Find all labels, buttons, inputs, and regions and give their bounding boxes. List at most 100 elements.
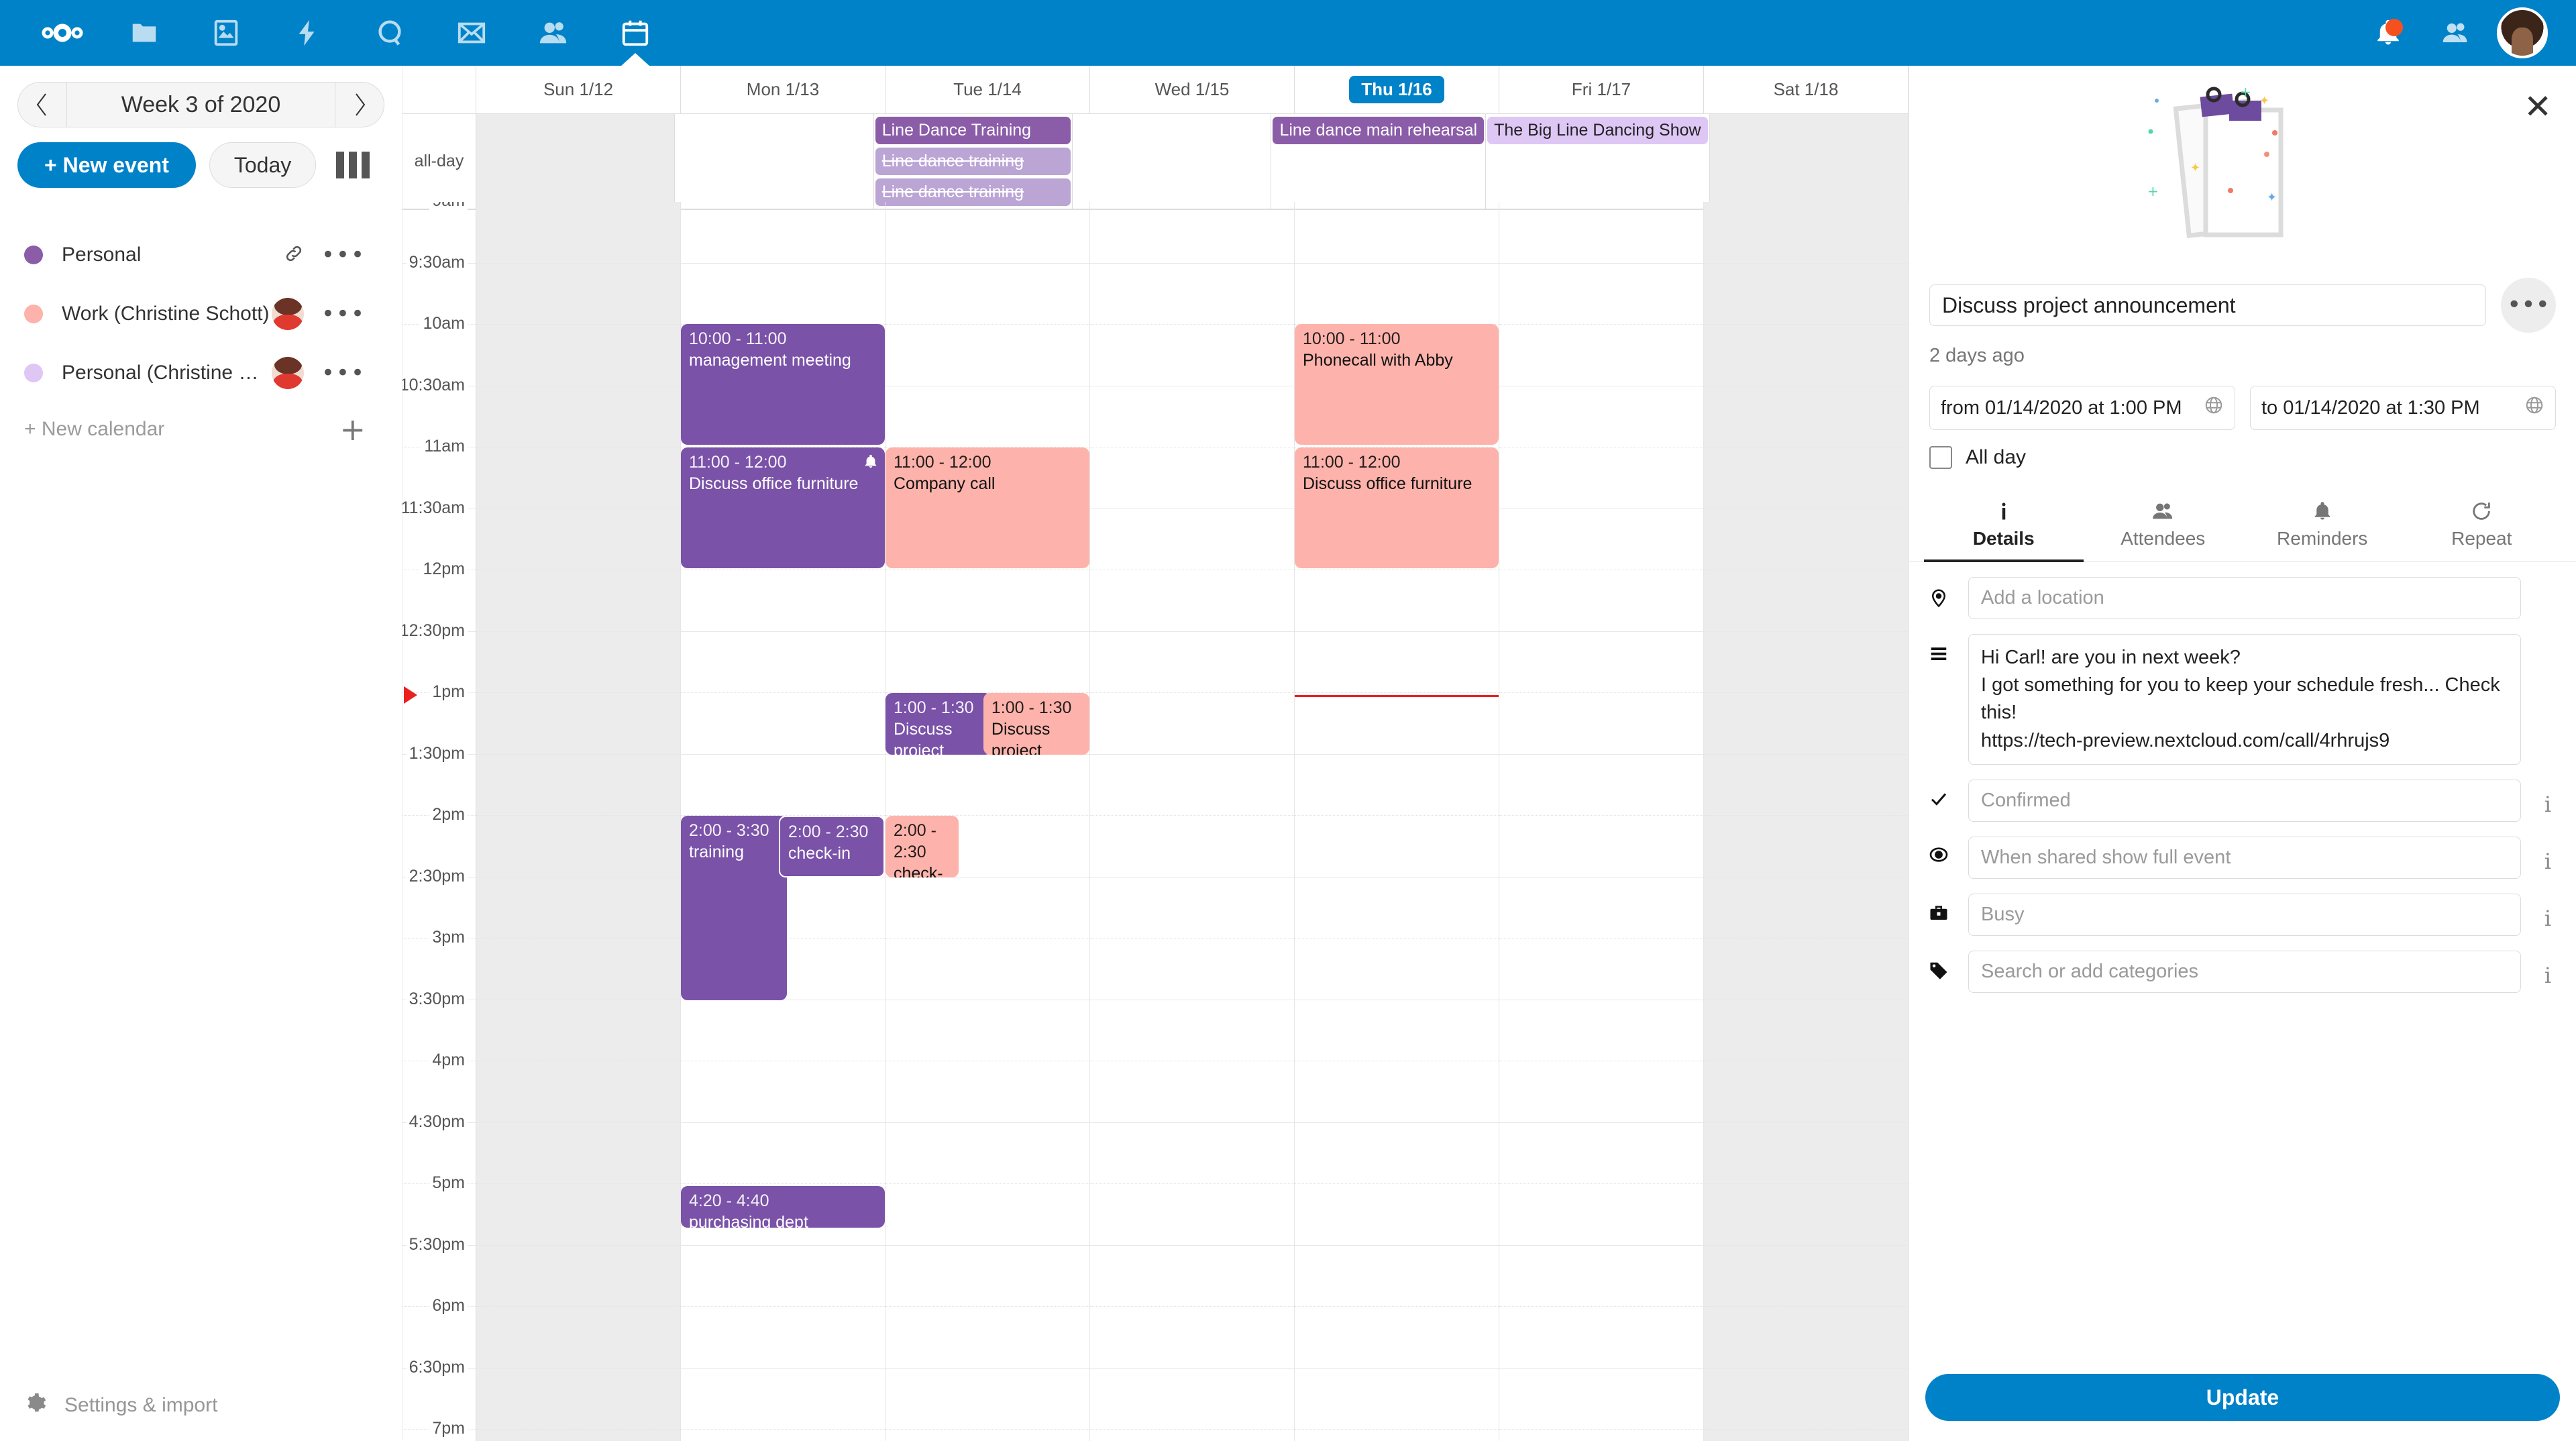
- calendar-actions-menu[interactable]: •••: [321, 360, 366, 386]
- time-slot[interactable]: [681, 1307, 885, 1369]
- time-slot[interactable]: [1090, 447, 1294, 509]
- all-day-event[interactable]: The Big Line Dancing Show: [1487, 117, 1708, 144]
- time-slot[interactable]: [1499, 1061, 1703, 1123]
- time-slot[interactable]: [476, 816, 680, 877]
- time-slot[interactable]: [1090, 1246, 1294, 1307]
- share-link-icon[interactable]: [284, 244, 304, 267]
- time-slot[interactable]: [681, 1123, 885, 1184]
- time-slot[interactable]: [1499, 1369, 1703, 1430]
- time-slot[interactable]: [885, 202, 1089, 264]
- time-slot[interactable]: [1704, 1246, 1908, 1307]
- plus-icon[interactable]: +: [339, 411, 366, 447]
- time-slot[interactable]: [476, 325, 680, 386]
- time-slot[interactable]: [1295, 509, 1499, 570]
- all-day-event[interactable]: Line dance main rehearsal: [1273, 117, 1485, 144]
- time-slot[interactable]: [1704, 632, 1908, 693]
- time-slot[interactable]: [1704, 1430, 1908, 1441]
- time-slot[interactable]: [1499, 1123, 1703, 1184]
- calendar-event[interactable]: 11:00 - 12:00 Company call: [885, 447, 1089, 568]
- end-datetime-field[interactable]: to 01/14/2020 at 1:30 PM: [2250, 386, 2556, 430]
- time-slot[interactable]: [476, 1307, 680, 1369]
- time-slot[interactable]: [1704, 816, 1908, 877]
- time-slot[interactable]: [1295, 939, 1499, 1000]
- time-slot[interactable]: [1090, 1061, 1294, 1123]
- time-slot[interactable]: [1499, 816, 1703, 877]
- time-slot[interactable]: [476, 1123, 680, 1184]
- calendar-event[interactable]: 10:00 - 11:00 Phonecall with Abby: [1295, 324, 1499, 445]
- all-day-cell[interactable]: [476, 114, 676, 209]
- time-slot[interactable]: [885, 1184, 1089, 1246]
- time-slot[interactable]: [476, 1369, 680, 1430]
- time-slot[interactable]: [1090, 939, 1294, 1000]
- time-slot[interactable]: [1704, 1000, 1908, 1061]
- time-slot[interactable]: [1704, 264, 1908, 325]
- globe-icon[interactable]: [2524, 395, 2544, 421]
- time-slot[interactable]: [1090, 202, 1294, 264]
- time-slot[interactable]: [885, 386, 1089, 447]
- time-slot[interactable]: [1704, 325, 1908, 386]
- time-slot[interactable]: [1295, 1430, 1499, 1441]
- day-column[interactable]: [1090, 202, 1295, 1441]
- info-icon[interactable]: i: [2544, 962, 2552, 988]
- time-slot[interactable]: [885, 816, 1089, 877]
- calendar-list-item[interactable]: Work (Christine Schott) •••: [0, 284, 402, 343]
- talk-icon[interactable]: [349, 0, 431, 66]
- time-slot[interactable]: [1090, 877, 1294, 939]
- all-day-event[interactable]: Line dance training: [875, 178, 1071, 206]
- close-icon[interactable]: ✕: [2524, 87, 2552, 126]
- activity-icon[interactable]: [267, 0, 349, 66]
- all-day-cell[interactable]: [1073, 114, 1272, 209]
- time-slot[interactable]: [1295, 755, 1499, 816]
- today-button[interactable]: Today: [209, 142, 317, 188]
- all-day-cell[interactable]: Line Dance Training Line dance training Li…: [874, 114, 1073, 209]
- time-slot[interactable]: [885, 1430, 1089, 1441]
- calendar-event[interactable]: 11:00 - 12:00 Discuss office furniture: [681, 447, 885, 568]
- time-slot[interactable]: [476, 1000, 680, 1061]
- day-header-cell[interactable]: Sun 1/12: [476, 66, 681, 113]
- day-header-cell[interactable]: Wed 1/15: [1090, 66, 1295, 113]
- time-slot[interactable]: [885, 755, 1089, 816]
- info-icon[interactable]: i: [2544, 905, 2552, 931]
- time-slot[interactable]: [476, 755, 680, 816]
- time-slot[interactable]: [1704, 877, 1908, 939]
- time-slot[interactable]: [476, 1061, 680, 1123]
- new-event-button[interactable]: + New event: [17, 142, 196, 188]
- time-slot[interactable]: [1295, 816, 1499, 877]
- time-slot[interactable]: [476, 1184, 680, 1246]
- day-header-cell[interactable]: Fri 1/17: [1499, 66, 1704, 113]
- calendar-icon[interactable]: [594, 0, 676, 66]
- calendar-event[interactable]: 4:20 - 4:40 purchasing dept: [681, 1186, 885, 1228]
- calendar-list-item[interactable]: Personal •••: [0, 225, 402, 284]
- day-column[interactable]: 11:00 - 12:00 Company call 1:00 - 1:30 Disc…: [885, 202, 1090, 1441]
- time-slot[interactable]: [1704, 386, 1908, 447]
- all-day-cell[interactable]: The Big Line Dancing Show: [1486, 114, 1710, 209]
- calendar-event[interactable]: 2:00 - 2:30 check-in: [778, 816, 885, 877]
- time-slot[interactable]: [1704, 1061, 1908, 1123]
- time-slot[interactable]: [1499, 693, 1703, 755]
- start-datetime-field[interactable]: from 01/14/2020 at 1:00 PM: [1929, 386, 2235, 430]
- time-slot[interactable]: [476, 939, 680, 1000]
- time-slot[interactable]: [885, 570, 1089, 632]
- time-slot[interactable]: [1704, 755, 1908, 816]
- time-slot[interactable]: [885, 1000, 1089, 1061]
- availability-field[interactable]: Busy: [1968, 893, 2521, 936]
- time-slot[interactable]: [1090, 755, 1294, 816]
- time-slot[interactable]: [1090, 816, 1294, 877]
- day-header-cell[interactable]: Tue 1/14: [885, 66, 1090, 113]
- time-slot[interactable]: [476, 570, 680, 632]
- time-slot[interactable]: [1704, 939, 1908, 1000]
- tab-reminders[interactable]: Reminders: [2243, 493, 2402, 562]
- time-slot[interactable]: [1090, 325, 1294, 386]
- day-column[interactable]: [476, 202, 681, 1441]
- time-slot[interactable]: [1090, 1000, 1294, 1061]
- time-slot[interactable]: [1499, 1307, 1703, 1369]
- time-slot[interactable]: [476, 1430, 680, 1441]
- time-slot[interactable]: [1704, 202, 1908, 264]
- calendar-event[interactable]: 1:00 - 1:30 Discuss project: [983, 693, 1089, 755]
- time-slot[interactable]: [885, 1369, 1089, 1430]
- time-slot[interactable]: [885, 1061, 1089, 1123]
- time-grid-scroll[interactable]: 9am 9:30am 10am 10:30am 11am 11:30am 12pm 12:30…: [402, 202, 1909, 1441]
- time-slot[interactable]: [1499, 386, 1703, 447]
- time-slot[interactable]: [1499, 1000, 1703, 1061]
- time-slot[interactable]: [885, 509, 1089, 570]
